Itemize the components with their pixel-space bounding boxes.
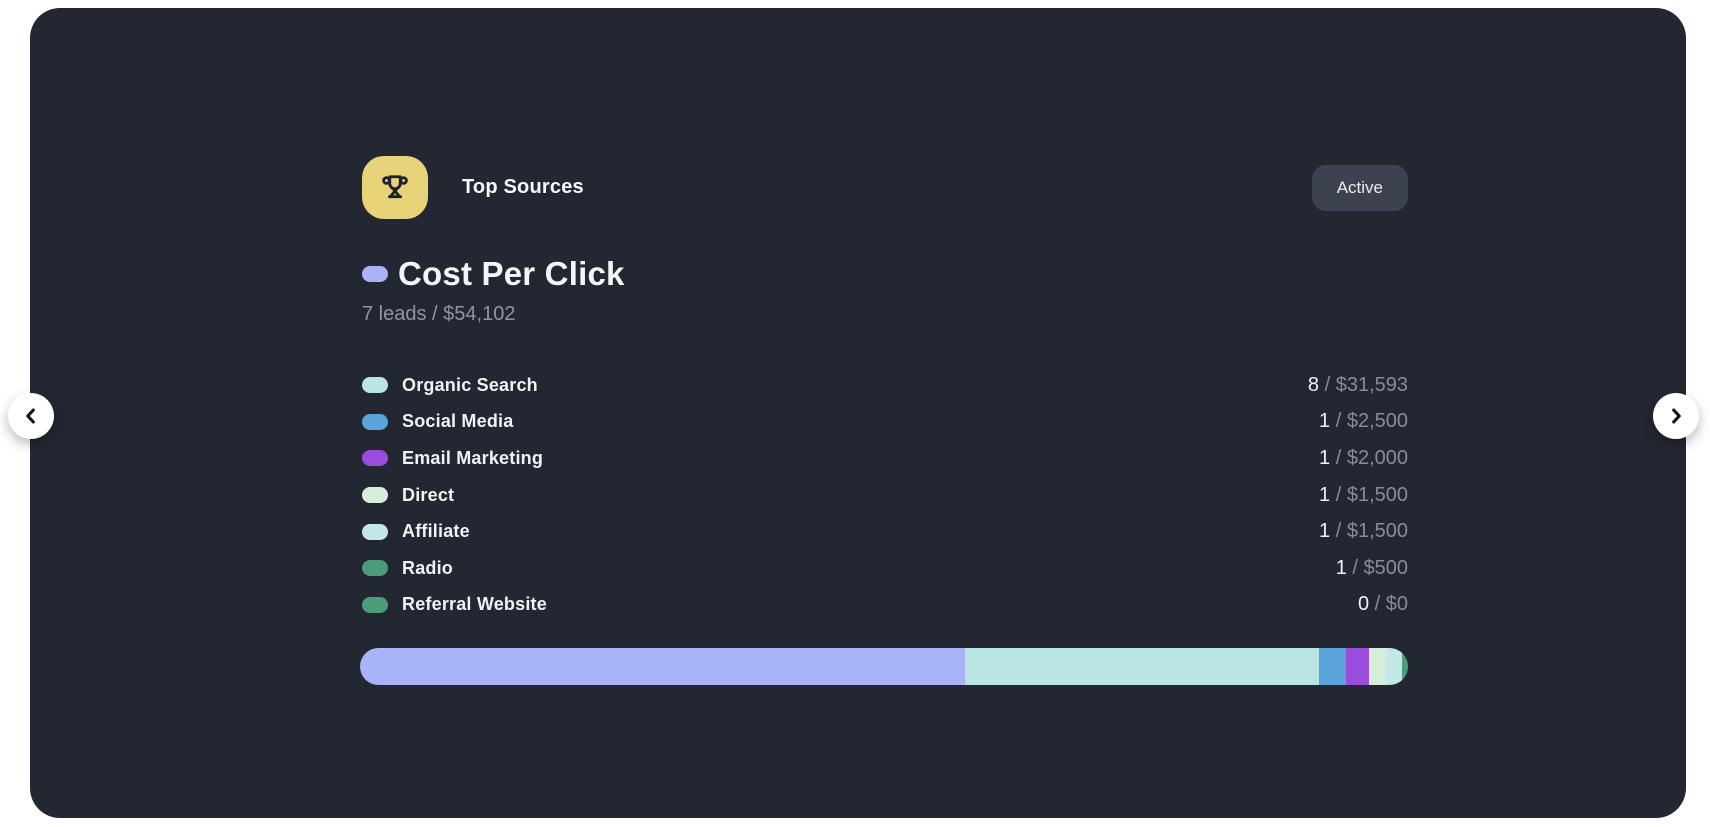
source-label: Email Marketing — [402, 447, 544, 468]
source-color-pill — [362, 523, 388, 540]
source-value: 1 / $500 — [1336, 557, 1408, 580]
bar-segment — [360, 648, 966, 685]
metric-color-dot — [362, 266, 388, 282]
bar-segment — [1318, 648, 1347, 685]
bar-segment — [1346, 648, 1369, 685]
card-title: Top Sources — [462, 176, 584, 198]
source-count: 1 — [1319, 483, 1331, 506]
source-color-pill — [362, 413, 388, 430]
card-header: Top Sources Active — [362, 156, 1408, 219]
source-value: 1 / $2,500 — [1319, 410, 1408, 433]
trophy-tile — [362, 156, 428, 219]
bar-segment — [1368, 648, 1386, 685]
source-label: Affiliate — [402, 521, 470, 542]
source-color-pill — [362, 450, 388, 467]
source-label: Radio — [402, 557, 454, 578]
source-value: 1 / $1,500 — [1319, 520, 1408, 543]
sources-list: Organic Search 8 / $31,593 Social Media … — [362, 367, 1408, 623]
metric-head: Cost Per Click — [362, 254, 1408, 294]
metric-block: Cost Per Click 7 leads / $54,102 — [362, 254, 1408, 326]
source-color-pill — [362, 560, 388, 577]
source-value: 1 / $1,500 — [1319, 484, 1408, 507]
source-amount: / $31,593 — [1319, 373, 1408, 396]
source-count: 1 — [1335, 556, 1347, 579]
source-row: Radio 1 / $500 — [362, 550, 1408, 587]
source-amount: / $0 — [1369, 593, 1408, 616]
source-row: Referral Website 0 / $0 — [362, 587, 1408, 624]
metric-summary: 7 leads / $54,102 — [362, 303, 516, 325]
bar-segment — [965, 648, 1319, 685]
source-count: 8 — [1307, 373, 1320, 396]
top-sources-card: Top Sources Active Cost Per Click 7 lead… — [30, 8, 1686, 818]
source-label: Referral Website — [402, 594, 547, 615]
source-color-pill — [362, 377, 388, 394]
status-badge[interactable]: Active — [1311, 164, 1408, 211]
source-value: 1 / $2,000 — [1319, 447, 1408, 470]
source-color-pill — [362, 487, 388, 504]
source-label: Social Media — [402, 411, 514, 432]
stacked-bar — [360, 648, 1408, 685]
source-amount: / $1,500 — [1330, 483, 1408, 506]
source-color-pill — [362, 596, 388, 613]
source-count: 1 — [1319, 410, 1331, 433]
trophy-icon — [377, 170, 413, 206]
source-value: 0 / $0 — [1358, 593, 1408, 616]
prev-button[interactable] — [8, 393, 54, 439]
source-row: Organic Search 8 / $31,593 — [362, 367, 1408, 404]
source-value: 8 / $31,593 — [1308, 374, 1408, 397]
source-row: Direct 1 / $1,500 — [362, 477, 1408, 514]
source-count: 1 — [1319, 446, 1331, 469]
source-amount: / $2,000 — [1330, 446, 1408, 469]
source-row: Affiliate 1 / $1,500 — [362, 513, 1408, 550]
bar-segment — [1402, 648, 1408, 685]
source-amount: / $2,500 — [1330, 410, 1408, 433]
metric-name: Cost Per Click — [398, 255, 625, 292]
source-label: Direct — [402, 484, 455, 505]
source-row: Email Marketing 1 / $2,000 — [362, 440, 1408, 477]
source-row: Social Media 1 / $2,500 — [362, 404, 1408, 441]
source-amount: / $1,500 — [1330, 520, 1408, 543]
bar-segment — [1385, 648, 1403, 685]
source-count: 1 — [1319, 520, 1331, 543]
source-label: Organic Search — [402, 374, 538, 395]
next-button[interactable] — [1653, 393, 1699, 439]
source-count: 0 — [1357, 593, 1370, 616]
chevron-right-icon — [1665, 405, 1687, 427]
source-amount: / $500 — [1346, 556, 1408, 579]
chevron-left-icon — [20, 405, 42, 427]
